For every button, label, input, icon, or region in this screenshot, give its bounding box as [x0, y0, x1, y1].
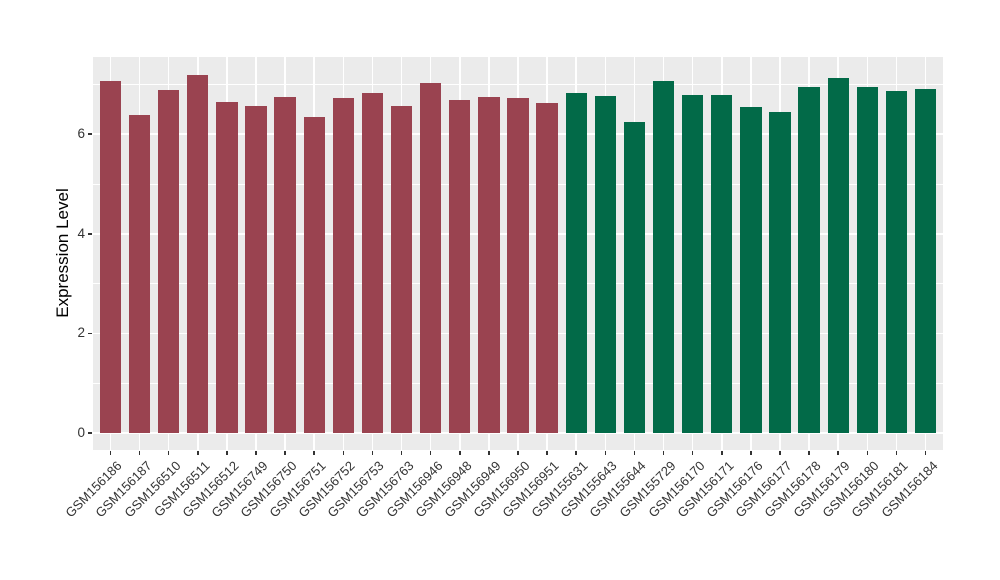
y-tick-mark	[88, 332, 92, 335]
bar	[623, 121, 646, 434]
y-axis-tick-label: 4	[77, 225, 85, 241]
x-tick-mark	[895, 451, 898, 455]
x-tick-mark	[750, 451, 752, 455]
y-axis-tick-label: 0	[77, 425, 85, 441]
x-tick-mark	[313, 451, 315, 455]
x-tick-mark	[371, 451, 374, 455]
x-tick-mark	[691, 451, 694, 455]
bar	[274, 96, 296, 434]
x-tick-mark	[575, 451, 577, 455]
bar	[303, 116, 325, 434]
x-tick-mark	[866, 451, 869, 455]
bar	[187, 74, 209, 434]
bar	[682, 94, 704, 434]
x-tick-mark	[400, 451, 403, 455]
bar	[885, 90, 908, 434]
x-tick-mark	[342, 451, 345, 455]
y-tick-mark	[88, 233, 92, 235]
bar	[769, 112, 791, 434]
bar	[478, 97, 500, 434]
x-tick-mark	[167, 451, 170, 455]
bar	[216, 101, 238, 434]
bar	[361, 92, 384, 434]
y-tick-mark	[88, 432, 92, 434]
y-axis-tick-label: 2	[77, 325, 85, 341]
y-axis-title: Expression Level	[53, 188, 72, 318]
x-tick-mark	[837, 451, 839, 455]
x-tick-mark	[284, 451, 286, 455]
x-tick-mark	[721, 451, 723, 455]
bar	[740, 107, 762, 434]
bar	[565, 92, 587, 434]
bar	[711, 94, 733, 434]
bar	[332, 98, 354, 434]
x-tick-mark	[808, 451, 810, 455]
bar	[827, 77, 849, 434]
x-tick-mark	[546, 451, 548, 455]
bar	[390, 105, 413, 434]
x-tick-mark	[226, 451, 228, 455]
plot-panel	[93, 57, 943, 450]
y-axis-tick-label: 6	[77, 126, 85, 142]
bar	[536, 103, 558, 434]
bar	[856, 86, 878, 434]
x-tick-mark	[138, 451, 141, 455]
x-tick-mark	[779, 451, 781, 455]
x-tick-mark	[924, 451, 927, 455]
bar	[99, 80, 122, 434]
bar	[158, 89, 180, 434]
bar	[914, 88, 937, 434]
bar	[449, 99, 471, 434]
bar	[798, 86, 820, 434]
x-tick-mark	[517, 451, 519, 455]
x-tick-mark	[429, 451, 432, 455]
x-tick-mark	[488, 451, 490, 455]
bar	[652, 80, 675, 434]
major-gridline	[93, 432, 943, 434]
x-tick-mark	[255, 451, 257, 455]
x-tick-mark	[633, 451, 636, 455]
bar	[420, 83, 442, 434]
bar	[128, 114, 151, 434]
x-tick-mark	[604, 451, 607, 455]
x-tick-mark	[662, 451, 665, 455]
y-tick-mark	[88, 133, 92, 135]
bar	[594, 95, 616, 434]
bar	[245, 105, 267, 434]
x-tick-mark	[109, 451, 112, 455]
bar	[507, 98, 529, 434]
x-tick-mark	[197, 451, 199, 455]
x-tick-mark	[459, 451, 461, 455]
